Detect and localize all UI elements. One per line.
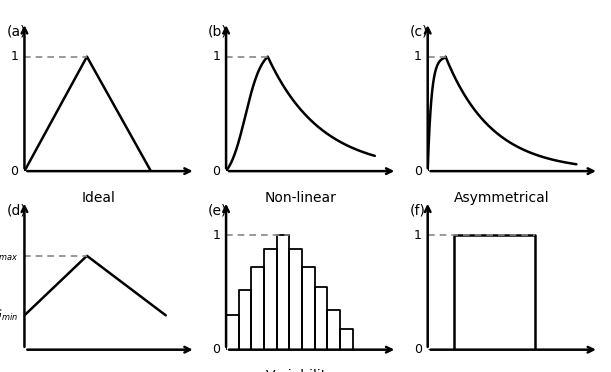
Text: (a): (a) — [7, 25, 26, 39]
Text: Ideal: Ideal — [82, 190, 115, 205]
Text: 0: 0 — [414, 165, 422, 177]
Text: Non-linear: Non-linear — [265, 190, 337, 205]
Text: (b): (b) — [208, 25, 228, 39]
Text: 1: 1 — [212, 50, 220, 63]
Text: 1: 1 — [414, 229, 422, 242]
Text: (c): (c) — [410, 25, 428, 39]
Text: 1: 1 — [212, 229, 220, 242]
Text: 0: 0 — [212, 343, 220, 356]
Text: 0: 0 — [212, 165, 220, 177]
Text: Asymmetrical: Asymmetrical — [454, 190, 550, 205]
Text: $G_{min}$: $G_{min}$ — [0, 308, 18, 323]
Text: 1: 1 — [414, 50, 422, 63]
Text: 1: 1 — [10, 50, 18, 63]
Text: $G_{max}$: $G_{max}$ — [0, 248, 18, 263]
Text: 0: 0 — [10, 165, 18, 177]
Text: Variability: Variability — [266, 369, 335, 372]
Text: (d): (d) — [7, 203, 26, 217]
Text: (e): (e) — [208, 203, 227, 217]
Text: 0: 0 — [414, 343, 422, 356]
Text: (f): (f) — [410, 203, 426, 217]
